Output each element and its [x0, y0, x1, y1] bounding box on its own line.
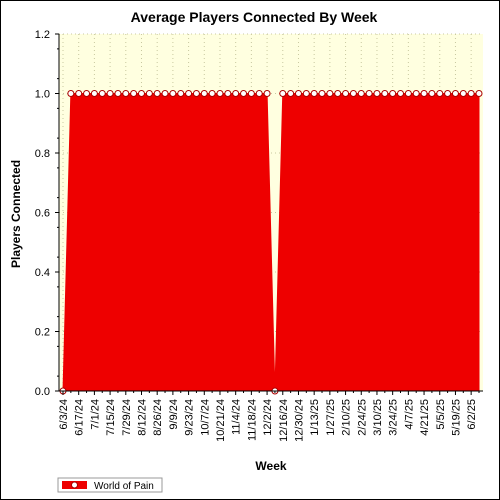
- x-tick-label: 5/5/25: [435, 399, 447, 430]
- data-point-marker: [294, 90, 302, 97]
- data-point-marker: [326, 90, 334, 97]
- x-tick-label: 9/23/24: [184, 399, 196, 436]
- data-point-marker: [224, 90, 232, 97]
- data-point-marker: [98, 90, 106, 97]
- data-point-marker: [428, 90, 436, 97]
- x-tick-label: 6/2/25: [466, 399, 478, 430]
- data-point-marker: [232, 90, 240, 97]
- data-point-marker: [67, 90, 75, 97]
- y-tick-label: 0.2: [35, 327, 50, 339]
- x-tick-label: 7/29/24: [121, 399, 133, 436]
- data-point-marker: [451, 90, 459, 97]
- data-point-marker: [318, 90, 326, 97]
- x-tick-label: 12/30/24: [293, 399, 305, 442]
- x-tick-label: 1/13/25: [309, 399, 321, 436]
- x-tick-label: 12/16/24: [278, 399, 290, 442]
- data-point-marker: [310, 90, 318, 97]
- data-point-marker: [397, 90, 405, 97]
- data-point-marker: [177, 90, 185, 97]
- y-tick-label: 0.6: [35, 208, 50, 220]
- x-tick-label: 3/24/25: [388, 399, 400, 436]
- data-point-marker: [161, 90, 169, 97]
- x-tick-label: 1/27/25: [325, 399, 337, 436]
- data-point-marker: [130, 90, 138, 97]
- legend-label: World of Pain: [94, 481, 154, 492]
- data-point-marker: [185, 90, 193, 97]
- data-point-marker: [381, 90, 389, 97]
- data-point-marker: [83, 90, 91, 97]
- data-point-marker: [279, 90, 287, 97]
- data-point-marker: [404, 90, 412, 97]
- legend: World of Pain: [57, 477, 163, 493]
- data-point-marker: [467, 90, 475, 97]
- data-point-marker: [90, 90, 98, 97]
- x-tick-label: 7/1/24: [89, 399, 101, 430]
- y-axis-title: Players Connected: [9, 160, 23, 268]
- data-point-marker: [459, 90, 467, 97]
- legend-marker: [71, 481, 78, 489]
- data-point-marker: [208, 90, 216, 97]
- y-axis-ticks: 0.0 0.2 0.4 0.6 0.8 1.0 1.2: [35, 29, 59, 398]
- x-tick-label: 10/7/24: [199, 399, 211, 436]
- data-point-marker: [192, 90, 200, 97]
- x-tick-label: 6/3/24: [58, 399, 70, 430]
- data-point-marker: [444, 90, 452, 97]
- x-tick-label: 6/17/24: [74, 399, 86, 436]
- data-point-marker: [334, 90, 342, 97]
- data-point-marker: [106, 90, 114, 97]
- x-tick-label: 2/10/25: [341, 399, 353, 436]
- y-tick-label: 0.4: [35, 267, 50, 279]
- x-tick-label: 11/4/24: [231, 399, 243, 435]
- data-point-marker: [200, 90, 208, 97]
- data-point-marker: [475, 90, 483, 97]
- data-point-marker: [349, 90, 357, 97]
- x-axis-ticks: 6/3/24 6/17/24 7/1/24 7/15/24 7/29/24 8/12/24…: [58, 391, 480, 442]
- data-point-marker: [373, 90, 381, 97]
- data-point-marker: [287, 90, 295, 97]
- data-point-marker: [412, 90, 420, 97]
- data-point-marker: [247, 90, 255, 97]
- x-tick-label: 4/7/25: [403, 399, 415, 430]
- data-point-marker: [75, 90, 83, 97]
- x-tick-label: 3/10/25: [372, 399, 384, 436]
- data-point-marker: [216, 90, 224, 97]
- data-point-marker: [389, 90, 397, 97]
- x-tick-label: 2/24/25: [356, 399, 368, 436]
- data-point-marker: [365, 90, 373, 97]
- data-point-marker: [436, 90, 444, 97]
- data-point-marker: [420, 90, 428, 97]
- data-point-marker: [145, 90, 153, 97]
- x-tick-label: 11/18/24: [246, 399, 258, 441]
- x-tick-label: 8/26/24: [152, 399, 164, 436]
- data-point-marker: [137, 90, 145, 97]
- y-tick-label: 0.0: [35, 386, 50, 398]
- x-tick-label: 4/21/25: [419, 399, 431, 436]
- data-point-marker: [342, 90, 350, 97]
- data-point-marker: [153, 90, 161, 97]
- data-point-marker: [263, 90, 271, 97]
- y-tick-label: 1.2: [35, 29, 50, 41]
- chart-title: Average Players Connected By Week: [131, 9, 378, 25]
- data-point-marker: [122, 90, 130, 97]
- data-point-marker: [357, 90, 365, 97]
- x-tick-label: 12/2/24: [262, 399, 274, 436]
- x-axis-title: Week: [255, 459, 286, 473]
- data-point-marker: [240, 90, 248, 97]
- y-tick-label: 0.8: [35, 148, 50, 160]
- x-tick-label: 5/19/25: [450, 399, 462, 436]
- data-point-marker: [255, 90, 263, 97]
- y-tick-label: 1.0: [35, 89, 50, 101]
- x-tick-label: 9/9/24: [168, 399, 180, 430]
- x-tick-label: 10/21/24: [215, 399, 227, 442]
- data-point-marker: [114, 90, 122, 97]
- data-point-marker: [302, 90, 310, 97]
- data-point-marker: [169, 90, 177, 97]
- x-tick-label: 7/15/24: [105, 399, 117, 436]
- x-tick-label: 8/12/24: [136, 399, 148, 436]
